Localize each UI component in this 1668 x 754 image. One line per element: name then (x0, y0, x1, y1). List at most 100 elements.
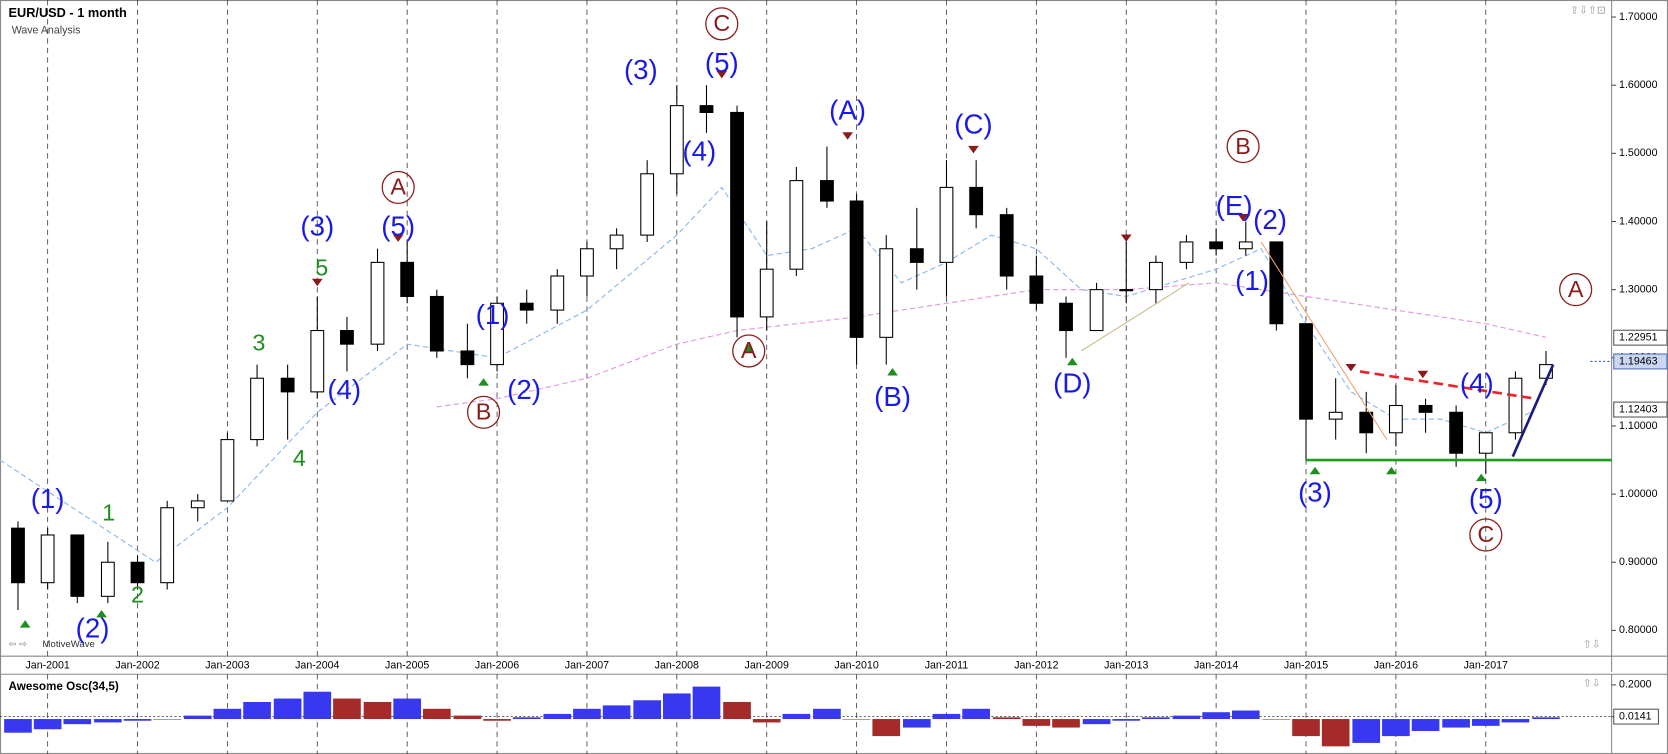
x-tick-label: Jan-2001 (25, 660, 69, 672)
x-tick-label: Jan-2008 (655, 660, 699, 672)
candle-body (999, 214, 1014, 277)
price-level-label: 1.22951 (1619, 331, 1658, 343)
price-level-box (1613, 401, 1668, 418)
osc-bar (1382, 719, 1410, 737)
x-tick-label: Jan-2006 (475, 660, 519, 672)
candle-body (519, 302, 534, 311)
wave-label: (A) (829, 95, 866, 126)
osc-bar (932, 713, 961, 720)
osc-bar (243, 701, 271, 720)
wave-circle (705, 7, 739, 41)
osc-bar (543, 713, 572, 720)
osc-bar (4, 719, 32, 733)
candle-body (789, 180, 804, 270)
osc-bar (842, 719, 871, 720)
candle-body (1299, 323, 1313, 420)
pivot-marker (96, 609, 107, 618)
wave-label: 4 (293, 445, 306, 471)
wave-label: (2) (507, 374, 541, 405)
osc-bar (453, 715, 482, 720)
y-tick-label: 1.10000 (1619, 420, 1658, 432)
osc-bar (602, 705, 631, 720)
pivot-marker (1066, 357, 1078, 366)
candle-body (40, 534, 55, 584)
candle-body (160, 507, 175, 584)
wave-label: A (390, 174, 406, 200)
wave-label: (3) (300, 211, 334, 242)
candle-body (100, 561, 115, 597)
wave-label: (3) (624, 54, 658, 85)
candle-body (1209, 241, 1224, 250)
osc-bar (423, 708, 451, 720)
y-tick-label: 0.80000 (1619, 624, 1658, 636)
osc-title: Awesome Osc(34,5) (9, 680, 119, 693)
wave-circle (381, 170, 415, 205)
candle-body (909, 248, 924, 263)
wave-circle (1559, 273, 1593, 307)
y-tick-label: 1.40000 (1619, 215, 1658, 227)
wave-circle (1226, 129, 1260, 164)
osc-bar (573, 708, 601, 720)
x-tick-label: Jan-2015 (1284, 660, 1328, 672)
candle-body (460, 350, 475, 366)
window-controls[interactable]: ⇪⇩⇧⊡ (1570, 4, 1606, 16)
y-tick-label: 0.90000 (1619, 556, 1658, 568)
osc-bar (1292, 719, 1320, 737)
pivot-marker (743, 344, 755, 352)
last-price-label: 1.19463 (1619, 355, 1658, 367)
x-tick-label: Jan-2005 (385, 660, 429, 672)
candle-body (400, 261, 415, 297)
osc-bar (1112, 719, 1141, 721)
candle-body (939, 186, 954, 263)
x-tick-label: Jan-2002 (115, 660, 159, 672)
wave-label: 2 (131, 581, 144, 607)
x-tick-label: Jan-2014 (1194, 660, 1238, 672)
nav-icons[interactable]: ⇦ ⇨ (9, 639, 28, 650)
x-tick-label: Jan-2003 (205, 660, 249, 672)
y-tick-label: 1.50000 (1619, 147, 1658, 159)
x-tick-label: Jan-2012 (1014, 660, 1058, 672)
scroll-controls[interactable]: ⇧⇩ (1583, 638, 1601, 650)
wave-label: A (741, 337, 757, 363)
wave-label: (4) (327, 374, 361, 405)
candle-body (70, 534, 85, 597)
candle-body (1508, 377, 1523, 434)
osc-controls[interactable]: ⇧⇩ (1583, 678, 1601, 690)
osc-bar (393, 698, 422, 720)
osc-bar (303, 691, 332, 720)
osc-bar (992, 717, 1021, 720)
candle-body (1119, 289, 1134, 292)
wave-label: 1 (102, 500, 115, 526)
candle-body (1328, 411, 1343, 420)
pivot-marker (392, 234, 404, 242)
pivot-marker (842, 132, 853, 140)
wave-label: 5 (315, 254, 328, 280)
osc-bar (633, 700, 661, 720)
trend-line (1081, 282, 1190, 352)
osc-bar (363, 701, 392, 720)
osc-bar (692, 686, 721, 720)
wave-label: (1) (476, 299, 510, 330)
last-price-box (1613, 353, 1668, 370)
wave-label: (5) (381, 211, 415, 242)
wave-label: (5) (1469, 483, 1503, 514)
candle-body (310, 330, 325, 393)
osc-bar (33, 719, 62, 730)
candle-body (759, 268, 774, 318)
x-tick-label: Jan-2011 (925, 660, 969, 672)
wave-label: (4) (1460, 367, 1494, 398)
candle-body (370, 261, 385, 345)
osc-bar (1231, 710, 1260, 720)
osc-bar (1262, 719, 1291, 720)
candle-body (669, 105, 684, 175)
osc-bar (1082, 719, 1111, 725)
wave-label: (1) (1235, 265, 1269, 296)
osc-bar (962, 708, 990, 720)
level-box (1613, 708, 1659, 725)
osc-bar (1442, 719, 1470, 728)
x-tick-label: Jan-2016 (1374, 660, 1418, 672)
osc-bar (1142, 717, 1170, 720)
osc-bar (333, 698, 361, 720)
pivot-marker (1345, 363, 1357, 372)
chart-subtitle: Wave Analysis (12, 25, 81, 37)
